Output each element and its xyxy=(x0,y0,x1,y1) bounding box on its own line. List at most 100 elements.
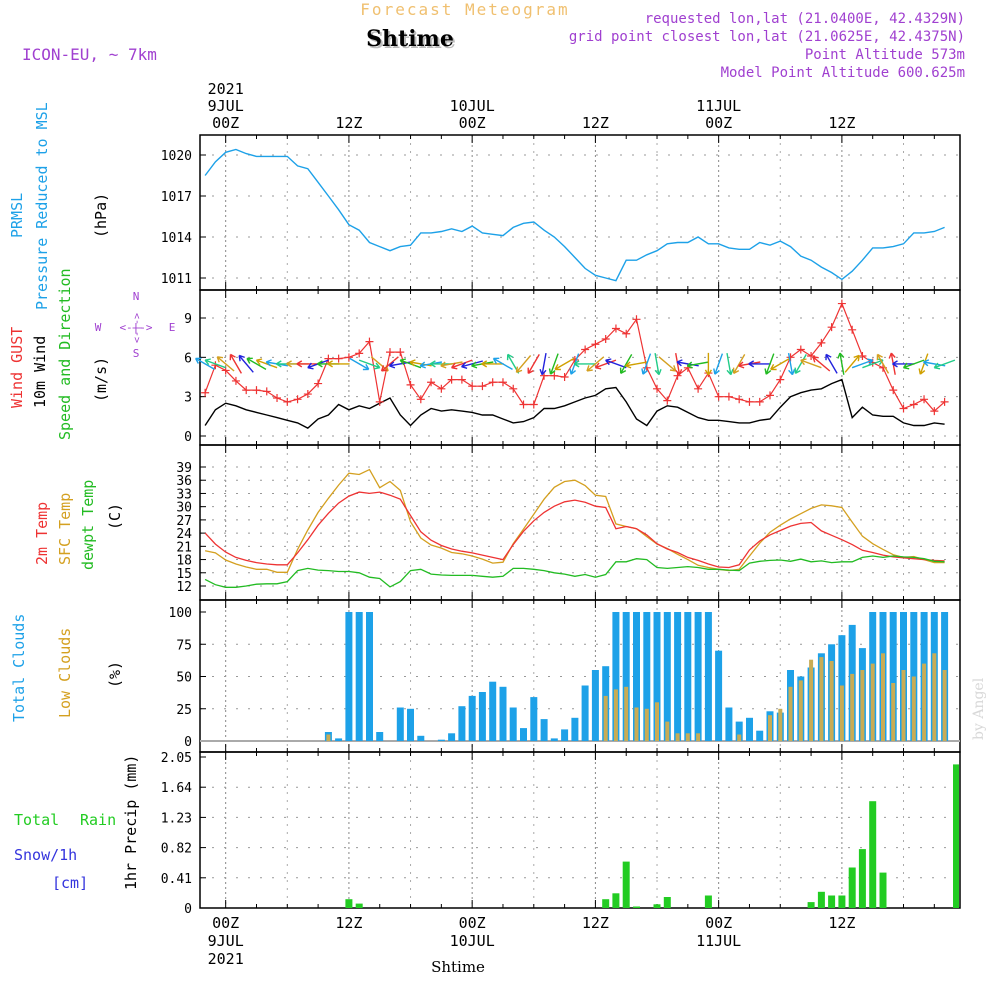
gust-point xyxy=(940,397,949,406)
total-clouds-bar xyxy=(478,692,486,741)
wind-arrow xyxy=(527,354,540,375)
gust-point xyxy=(262,387,271,396)
gust-point xyxy=(252,386,261,395)
compass-we-arrow: <-|-> xyxy=(119,321,152,334)
total-clouds-bar xyxy=(756,730,764,741)
gust-point xyxy=(355,349,364,358)
total-clouds-bar xyxy=(355,612,363,741)
rain-bar xyxy=(602,899,610,908)
low-clouds-bar xyxy=(932,653,937,741)
rain-bar xyxy=(879,872,887,908)
location-title-shadow: Shtime xyxy=(368,28,456,54)
wind-arrow xyxy=(876,353,890,374)
wind-arrow xyxy=(573,360,597,368)
gust-point xyxy=(529,400,538,409)
gust-point xyxy=(478,382,487,391)
total-clouds-bar xyxy=(684,612,692,741)
rain-bar xyxy=(953,764,959,908)
ytick-label: 100 xyxy=(169,606,192,621)
wind-arrow xyxy=(548,353,559,375)
wind-arrow xyxy=(658,356,677,372)
wind-arrow xyxy=(794,354,807,375)
gust-point xyxy=(817,338,826,347)
ytick-label: 1.23 xyxy=(161,811,192,826)
top-time-label: 12Z xyxy=(828,114,855,132)
wind-arrow xyxy=(349,357,370,371)
gust-point xyxy=(314,379,323,388)
gust-point xyxy=(909,400,918,409)
total-clouds-bar xyxy=(458,706,466,741)
total-clouds-bar xyxy=(889,612,897,741)
temp-sfc-label: SFC Temp xyxy=(56,493,74,565)
total-clouds-bar xyxy=(468,695,476,741)
ytick-label: 3 xyxy=(184,391,192,406)
gust-point xyxy=(273,393,282,402)
gust-point xyxy=(899,404,908,413)
low-clouds-bar xyxy=(942,670,947,741)
low-clouds-bar xyxy=(696,733,701,741)
precip-unit: 1hr Precip (mm) xyxy=(122,755,140,890)
sfc-temp-series-line xyxy=(204,468,945,573)
gust-point xyxy=(509,384,518,393)
gust-point xyxy=(724,392,733,401)
ytick-label: 30 xyxy=(176,501,192,516)
wind-arrow xyxy=(492,357,513,371)
panel-frame xyxy=(199,134,961,291)
pressure-unit: (hPa) xyxy=(92,193,110,238)
gust-point xyxy=(694,384,703,393)
wind-arrow xyxy=(327,360,350,368)
clouds-unit: (%) xyxy=(106,661,124,688)
total-clouds-bar xyxy=(345,612,353,741)
ytick-label: 1017 xyxy=(161,190,192,205)
total-clouds-bar xyxy=(509,707,517,741)
gust-point xyxy=(611,324,620,333)
low-clouds-bar xyxy=(778,708,783,742)
top-time-label: 9JUL xyxy=(208,97,244,115)
gust-point xyxy=(293,395,302,404)
rain-bar xyxy=(807,902,815,908)
low-clouds-bar xyxy=(891,683,896,741)
low-clouds-bar xyxy=(839,685,844,741)
wind-arrow xyxy=(515,355,532,373)
plots: 1011101410171020036912151821242730333639… xyxy=(161,134,961,917)
wind-labels: Wind GUST 10m Wind Speed and Direction (… xyxy=(8,268,175,440)
gust-point xyxy=(457,375,466,384)
wind-arrow xyxy=(844,354,860,373)
compass-s: S xyxy=(133,347,140,360)
bottom-time-label: 9JUL xyxy=(208,932,244,950)
ytick-label: 75 xyxy=(176,638,192,653)
wind-arrow xyxy=(764,353,775,375)
ytick-label: 25 xyxy=(176,703,192,718)
chart-title: Forecast Meteogram xyxy=(360,0,569,19)
gust-point xyxy=(386,348,394,357)
top-time-label: 00Z xyxy=(459,114,486,132)
rain-bar xyxy=(817,891,825,908)
gust-point xyxy=(201,388,210,397)
rain-bar xyxy=(838,895,846,908)
wind-arrow xyxy=(586,356,605,372)
low-clouds-bar xyxy=(613,689,618,741)
gust-point xyxy=(242,386,251,395)
wind-arrow xyxy=(255,358,278,369)
point-altitude: Point Altitude 573m xyxy=(805,47,965,63)
gust-point xyxy=(930,407,939,416)
low-clouds-bar xyxy=(675,733,680,741)
low-clouds-bar xyxy=(911,676,916,741)
pressure-label-full: Pressure Reduced to MSL xyxy=(33,102,51,310)
rain-bar xyxy=(828,895,836,908)
ytick-label: 27 xyxy=(176,514,192,529)
rain-bar xyxy=(858,849,866,908)
total-clouds-bar xyxy=(746,717,753,741)
total-clouds-bar xyxy=(571,717,579,741)
ytick-label: 15 xyxy=(176,567,192,582)
pressure-series-line xyxy=(204,148,945,282)
total-clouds-bar xyxy=(725,707,733,741)
ytick-label: 1011 xyxy=(161,272,192,287)
grid-point-coords: grid point closest lon,lat (21.0625E, 42… xyxy=(569,29,965,45)
top-time-label: 00Z xyxy=(705,114,732,132)
gust-point xyxy=(776,375,785,384)
dewpt-series-line xyxy=(204,555,945,588)
low-clouds-bar xyxy=(624,686,629,741)
